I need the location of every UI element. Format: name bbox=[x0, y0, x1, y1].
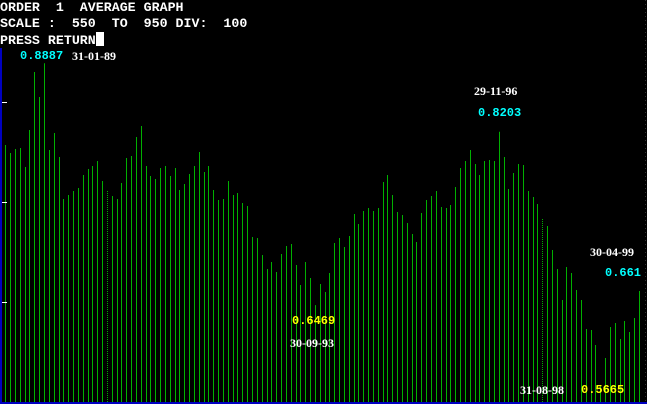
graph-title: ORDER 1 AVERAGE GRAPH bbox=[0, 0, 184, 15]
annotation-date-low-2: 31-08-98 bbox=[520, 383, 564, 397]
annotation-value-low-2: 0.5665 bbox=[581, 383, 625, 397]
press-return-prompt[interactable]: PRESS RETURN bbox=[0, 32, 104, 49]
annotation-date-high-2: 29-11-96 bbox=[474, 84, 518, 98]
text-cursor bbox=[95, 32, 104, 46]
annotation-value-low-1: 0.6469 bbox=[292, 314, 336, 328]
annotation-date-last: 30-04-99 bbox=[590, 245, 634, 259]
prompt-text: PRESS RETURN bbox=[0, 33, 96, 48]
scale-line: SCALE : 550 TO 950 DIV: 100 bbox=[0, 16, 248, 31]
annotation-date-low-1: 30-09-93 bbox=[290, 336, 334, 350]
annotation-value-high-1: 0.8887 bbox=[20, 49, 64, 63]
annotation-date-high-1: 31-01-89 bbox=[72, 49, 116, 63]
annotation-value-high-2: 0.8203 bbox=[478, 106, 522, 120]
annotation-value-last: 0.661 bbox=[605, 266, 642, 280]
